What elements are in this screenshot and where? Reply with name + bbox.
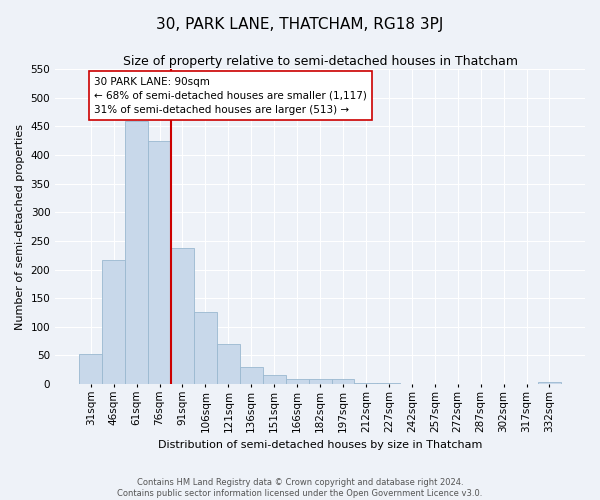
Bar	[308, 380, 332, 384]
Bar	[194, 312, 217, 384]
Bar	[286, 379, 308, 384]
Bar	[102, 260, 125, 384]
X-axis label: Distribution of semi-detached houses by size in Thatcham: Distribution of semi-detached houses by …	[158, 440, 482, 450]
Text: Contains HM Land Registry data © Crown copyright and database right 2024.
Contai: Contains HM Land Registry data © Crown c…	[118, 478, 482, 498]
Text: 30 PARK LANE: 90sqm
← 68% of semi-detached houses are smaller (1,117)
31% of sem: 30 PARK LANE: 90sqm ← 68% of semi-detach…	[94, 76, 367, 114]
Bar	[217, 344, 240, 384]
Bar	[332, 379, 355, 384]
Bar	[125, 120, 148, 384]
Text: 30, PARK LANE, THATCHAM, RG18 3PJ: 30, PARK LANE, THATCHAM, RG18 3PJ	[157, 18, 443, 32]
Bar	[79, 354, 102, 384]
Y-axis label: Number of semi-detached properties: Number of semi-detached properties	[15, 124, 25, 330]
Title: Size of property relative to semi-detached houses in Thatcham: Size of property relative to semi-detach…	[122, 55, 518, 68]
Bar	[263, 376, 286, 384]
Bar	[538, 382, 561, 384]
Bar	[240, 367, 263, 384]
Bar	[148, 140, 171, 384]
Bar	[171, 248, 194, 384]
